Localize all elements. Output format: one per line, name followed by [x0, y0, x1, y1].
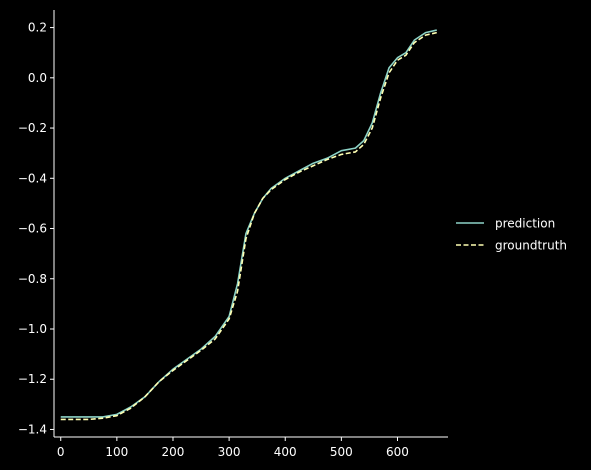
y-tick-label: 0.2: [28, 21, 47, 35]
x-tick-label: 0: [57, 445, 65, 459]
x-tick-label: 400: [274, 445, 297, 459]
y-tick-label: −0.2: [18, 121, 47, 135]
x-tick-label: 500: [330, 445, 353, 459]
legend-label-prediction: prediction: [495, 217, 555, 231]
legend: prediction groundtruth: [456, 217, 567, 253]
axes: 0 100 200 300 400 500 600 0.2 0.0 −0.2 −0.4 −0.6 −0.…: [18, 10, 448, 459]
y-tick-label: −1.4: [18, 422, 47, 436]
legend-label-groundtruth: groundtruth: [495, 239, 567, 253]
x-tick-label: 300: [218, 445, 241, 459]
y-tick-label: −1.2: [18, 372, 47, 386]
y-tick-label: −1.0: [18, 322, 47, 336]
y-tick-label: −0.4: [18, 171, 47, 185]
y-tick-label: 0.0: [28, 71, 47, 85]
y-tick-label: −0.6: [18, 222, 47, 236]
x-tick-label: 200: [162, 445, 185, 459]
x-tick-label: 600: [386, 445, 409, 459]
y-tick-label: −0.8: [18, 272, 47, 286]
x-tick-label: 100: [105, 445, 128, 459]
plot-lines: [60, 29, 437, 421]
series-line-groundtruth: [60, 31, 437, 421]
